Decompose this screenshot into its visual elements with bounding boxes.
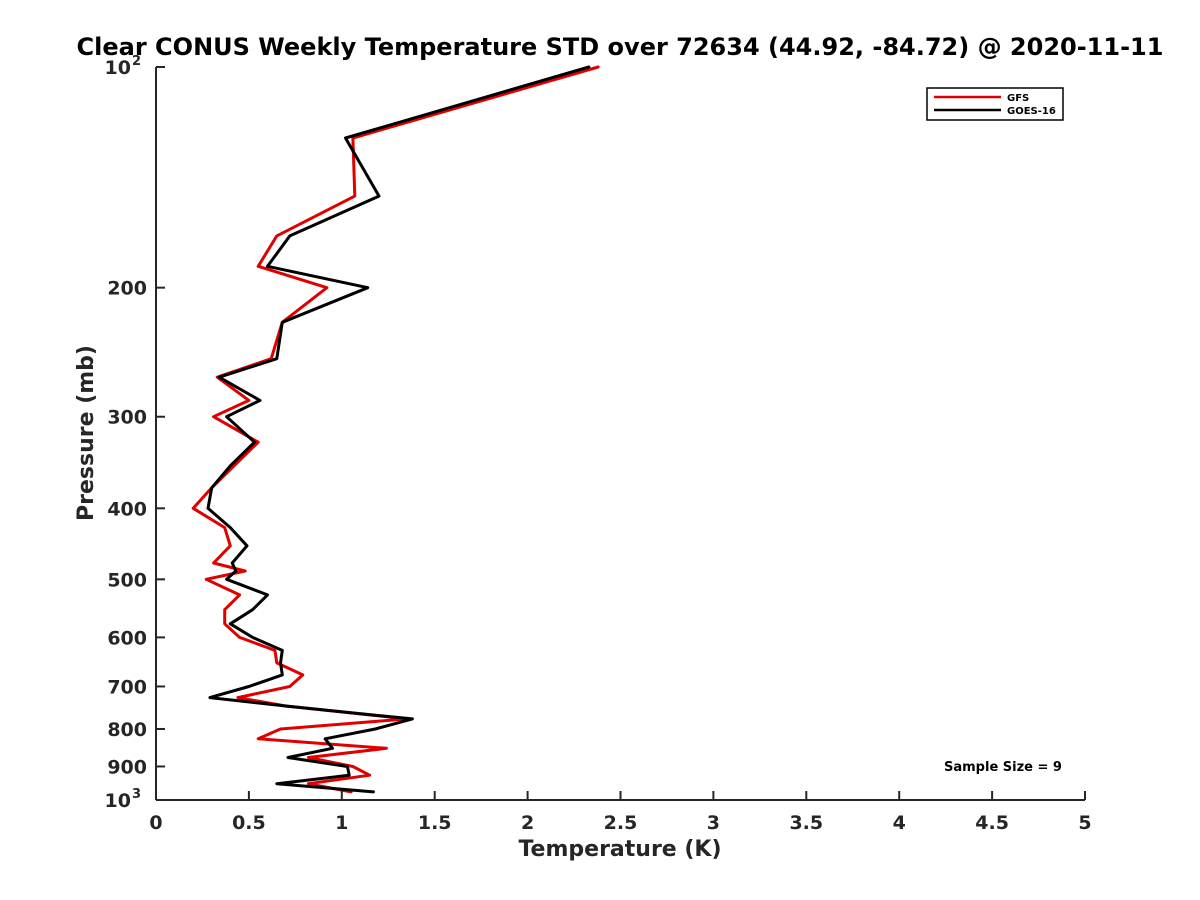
chart-title: Clear CONUS Weekly Temperature STD over …	[77, 33, 1164, 61]
y-tick-label: 600	[107, 627, 147, 649]
x-tick-label: 1	[335, 812, 348, 834]
legend-label-gfs: GFS	[1007, 93, 1029, 104]
x-tick-label: 2	[521, 812, 534, 834]
x-tick-label: 4.5	[975, 812, 1009, 834]
y-tick-label: 900	[107, 756, 147, 778]
x-axis-label: Temperature (K)	[518, 837, 721, 862]
plot-area	[191, 65, 600, 794]
x-tick-label: 0.5	[232, 812, 266, 834]
y-tick-label: 400	[107, 498, 147, 520]
x-tick-label: 5	[1078, 812, 1091, 834]
sample-size-annotation: Sample Size = 9	[944, 760, 1062, 775]
legend: GFS GOES-16	[926, 87, 1064, 121]
legend-label-goes16: GOES-16	[1007, 106, 1056, 117]
x-tick-label: 1.5	[418, 812, 452, 834]
series-line-goes16	[206, 65, 591, 794]
series-line-gfs	[191, 65, 600, 794]
legend-box	[926, 87, 1064, 121]
x-tick-label: 2.5	[604, 812, 638, 834]
y-tick-label: 300	[107, 407, 147, 429]
y-tick-exponent: 3	[132, 787, 141, 802]
y-tick-label: 700	[107, 676, 147, 698]
x-tick-label: 3	[707, 812, 720, 834]
x-tick-label: 4	[893, 812, 906, 834]
y-tick-label: 10	[105, 790, 131, 812]
y-tick-label: 10	[105, 57, 131, 79]
x-tick-label: 0	[149, 812, 162, 834]
y-tick-label: 500	[107, 569, 147, 591]
y-axis-label: Pressure (mb)	[74, 345, 99, 521]
y-tick-label: 200	[107, 278, 147, 300]
y-tick-exponent: 2	[132, 54, 141, 69]
y-tick-label: 800	[107, 719, 147, 741]
axes: 0 0.5 1 1.5 2 2.5 3 3.5 4 4.5 510 22003004005006007…	[105, 54, 1092, 834]
x-tick-label: 3.5	[789, 812, 823, 834]
